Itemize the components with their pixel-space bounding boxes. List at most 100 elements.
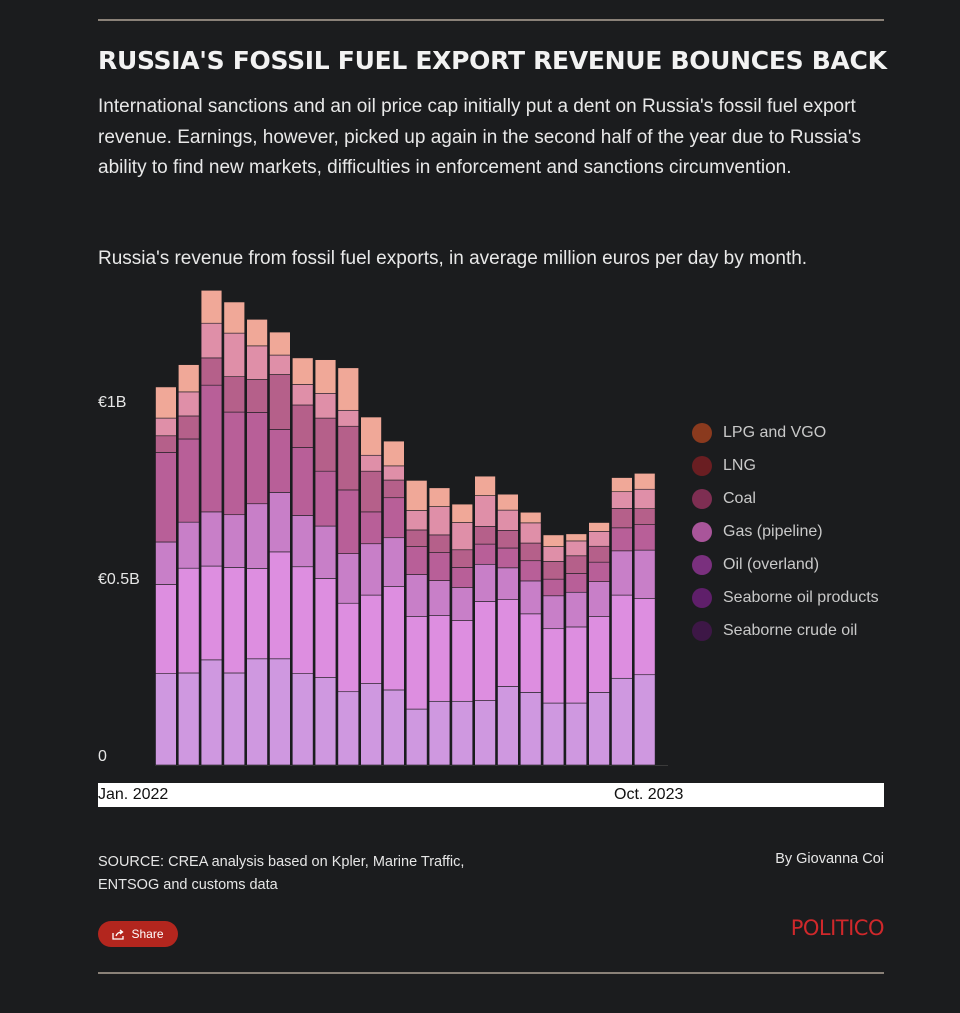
- bar-segment[interactable]: [451, 700, 473, 766]
- bar-segment[interactable]: [246, 503, 268, 569]
- bar-segment[interactable]: [291, 447, 314, 516]
- bar-segment[interactable]: [611, 477, 633, 493]
- bar-segment[interactable]: [451, 587, 473, 621]
- bar-segment[interactable]: [519, 542, 542, 562]
- bar-segment[interactable]: [269, 492, 291, 553]
- bar-segment[interactable]: [611, 677, 633, 766]
- bar-segment[interactable]: [223, 514, 245, 568]
- bar-segment[interactable]: [269, 551, 291, 660]
- bar-segment[interactable]: [542, 561, 565, 580]
- bar-segment[interactable]: [383, 465, 405, 481]
- bar-segment[interactable]: [360, 454, 382, 472]
- bar-segment[interactable]: [314, 525, 337, 579]
- bar-segment[interactable]: [405, 708, 428, 766]
- bar-segment[interactable]: [337, 409, 359, 427]
- bar-segment[interactable]: [360, 470, 382, 513]
- bar-segment[interactable]: [337, 602, 359, 693]
- bar-segment[interactable]: [542, 595, 565, 630]
- bar-segment[interactable]: [474, 601, 496, 701]
- bar-segment[interactable]: [542, 534, 565, 547]
- bar-segment[interactable]: [269, 658, 291, 766]
- bar-segment[interactable]: [337, 489, 359, 554]
- bar-segment[interactable]: [428, 506, 451, 536]
- bar-segment[interactable]: [451, 503, 473, 523]
- bar-segment[interactable]: [451, 549, 473, 568]
- bar-segment[interactable]: [223, 411, 245, 516]
- bar-segment[interactable]: [223, 567, 245, 674]
- bar-segment[interactable]: [519, 613, 542, 693]
- bar-segment[interactable]: [200, 565, 223, 661]
- bar-segment[interactable]: [474, 563, 496, 602]
- bar-segment[interactable]: [383, 586, 405, 691]
- bar-segment[interactable]: [200, 511, 223, 567]
- bar-segment[interactable]: [588, 522, 610, 532]
- bar-segment[interactable]: [291, 673, 314, 766]
- bar-segment[interactable]: [360, 594, 382, 684]
- bar-segment[interactable]: [565, 533, 588, 542]
- bar-segment[interactable]: [337, 553, 359, 604]
- bar-segment[interactable]: [291, 566, 314, 674]
- bar-segment[interactable]: [291, 357, 314, 385]
- bar-segment[interactable]: [519, 511, 542, 524]
- bar-segment[interactable]: [269, 354, 291, 375]
- bar-segment[interactable]: [633, 508, 656, 525]
- bar-segment[interactable]: [474, 526, 496, 545]
- bar-segment[interactable]: [474, 495, 496, 527]
- bar-segment[interactable]: [223, 301, 245, 334]
- bar-segment[interactable]: [428, 615, 451, 702]
- bar-segment[interactable]: [519, 560, 542, 582]
- bar-segment[interactable]: [611, 508, 633, 529]
- bar-segment[interactable]: [314, 417, 337, 472]
- share-button[interactable]: Share: [98, 921, 178, 947]
- bar-segment[interactable]: [178, 364, 200, 393]
- bar-segment[interactable]: [360, 511, 382, 545]
- bar-segment[interactable]: [497, 547, 519, 569]
- bar-segment[interactable]: [497, 493, 519, 511]
- bar-segment[interactable]: [291, 384, 314, 406]
- bar-segment[interactable]: [314, 392, 337, 419]
- bar-segment[interactable]: [269, 331, 291, 356]
- bar-segment[interactable]: [269, 374, 291, 430]
- bar-segment[interactable]: [565, 555, 588, 574]
- bar-segment[interactable]: [383, 537, 405, 587]
- bar-segment[interactable]: [337, 691, 359, 766]
- bar-segment[interactable]: [383, 689, 405, 766]
- bar-segment[interactable]: [223, 332, 245, 377]
- bar-segment[interactable]: [200, 289, 223, 324]
- bar-segment[interactable]: [200, 322, 223, 359]
- bar-segment[interactable]: [246, 658, 268, 766]
- bar-segment[interactable]: [474, 475, 496, 496]
- bar-segment[interactable]: [542, 702, 565, 766]
- bar-segment[interactable]: [337, 367, 359, 411]
- bar-segment[interactable]: [611, 550, 633, 596]
- bar-segment[interactable]: [588, 581, 610, 617]
- bar-segment[interactable]: [178, 521, 200, 569]
- bar-segment[interactable]: [178, 415, 200, 440]
- bar-segment[interactable]: [246, 568, 268, 660]
- bar-segment[interactable]: [383, 479, 405, 499]
- bar-segment[interactable]: [246, 319, 268, 347]
- bar-segment[interactable]: [428, 487, 451, 507]
- bar-segment[interactable]: [314, 359, 337, 394]
- bar-segment[interactable]: [428, 534, 451, 553]
- bar-segment[interactable]: [633, 549, 656, 599]
- bar-segment[interactable]: [246, 412, 268, 505]
- bar-segment[interactable]: [223, 376, 245, 413]
- bar-segment[interactable]: [633, 598, 656, 676]
- bar-segment[interactable]: [155, 541, 177, 585]
- bar-segment[interactable]: [383, 440, 405, 467]
- bar-segment[interactable]: [200, 384, 223, 513]
- bar-segment[interactable]: [405, 574, 428, 617]
- bar-segment[interactable]: [451, 620, 473, 702]
- bar-segment[interactable]: [542, 578, 565, 597]
- bar-segment[interactable]: [246, 345, 268, 380]
- bar-segment[interactable]: [633, 488, 656, 510]
- bar-segment[interactable]: [588, 545, 610, 563]
- bar-segment[interactable]: [178, 567, 200, 674]
- bar-segment[interactable]: [497, 509, 519, 531]
- bar-segment[interactable]: [588, 561, 610, 582]
- bar-segment[interactable]: [542, 628, 565, 704]
- bar-segment[interactable]: [519, 692, 542, 766]
- bar-segment[interactable]: [200, 357, 223, 386]
- bar-segment[interactable]: [405, 546, 428, 575]
